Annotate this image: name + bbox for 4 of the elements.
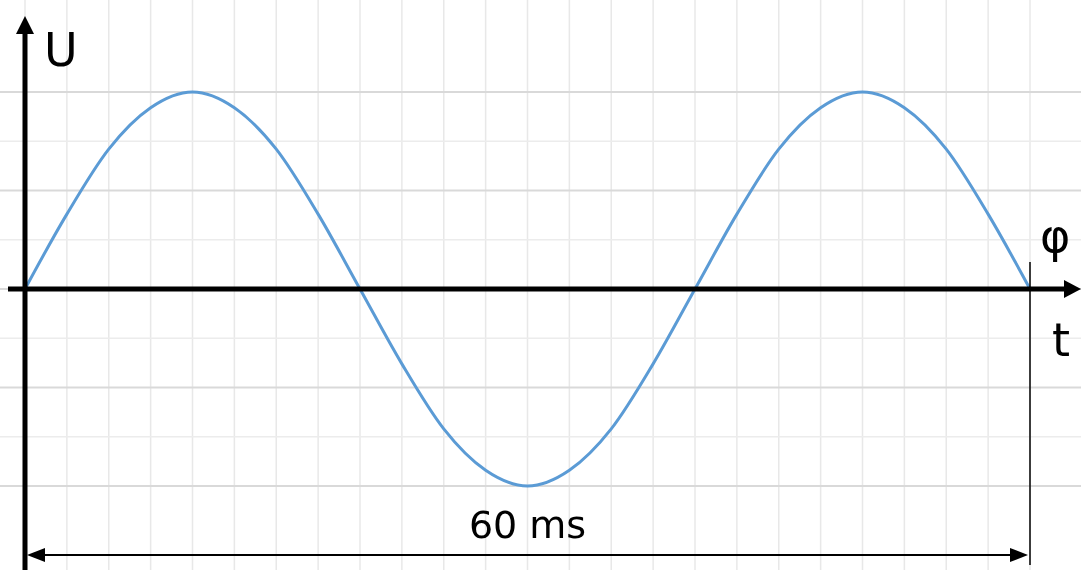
text: 60 ms bbox=[468, 503, 587, 547]
annotation: φ bbox=[1040, 209, 1071, 263]
y-axis-title: U bbox=[44, 23, 78, 77]
x-axis-title: t bbox=[1052, 313, 1071, 367]
